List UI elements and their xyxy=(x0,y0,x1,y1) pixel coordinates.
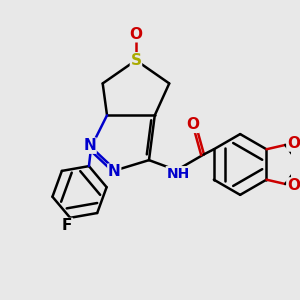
Text: N: N xyxy=(108,164,121,179)
Text: N: N xyxy=(83,138,96,153)
Text: O: O xyxy=(130,27,142,42)
Text: O: O xyxy=(287,178,300,193)
Text: F: F xyxy=(62,218,72,233)
Text: NH: NH xyxy=(166,167,190,181)
Text: O: O xyxy=(186,117,199,132)
Text: O: O xyxy=(287,136,300,151)
Text: S: S xyxy=(130,53,142,68)
